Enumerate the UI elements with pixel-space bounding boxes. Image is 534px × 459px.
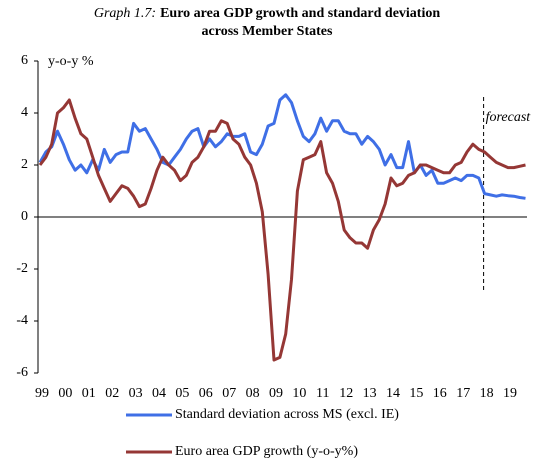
y-tick-label: 0 <box>21 209 28 224</box>
x-tick-label: 99 <box>35 386 49 401</box>
y-tick-label: 6 <box>21 53 28 68</box>
x-tick-label: 17 <box>456 386 470 401</box>
y-tick-label: -4 <box>16 313 28 328</box>
x-tick-label: 13 <box>363 386 377 401</box>
x-tick-label: 01 <box>82 386 96 401</box>
x-tick-label: 02 <box>105 386 119 401</box>
x-tick-label: 08 <box>246 386 260 401</box>
y-tick-label: 4 <box>21 105 28 120</box>
x-tick-label: 14 <box>386 386 400 401</box>
series-line <box>38 93 526 200</box>
x-tick-label: 00 <box>58 386 72 401</box>
y-tick-label: 2 <box>21 157 28 172</box>
x-tick-label: 06 <box>199 386 213 401</box>
x-tick-label: 07 <box>222 386 236 401</box>
title-line: Euro area GDP growth and standard deviat… <box>160 6 440 21</box>
x-tick-label: 18 <box>480 386 494 401</box>
x-tick-label: 11 <box>316 386 329 401</box>
title-label: Graph 1.7: <box>94 6 156 21</box>
x-tick-label: 15 <box>409 386 423 401</box>
x-tick-label: 05 <box>175 386 189 401</box>
chart-title: Graph 1.7: Euro area GDP growth and stand… <box>94 6 440 21</box>
y-tick-label: -6 <box>16 365 28 380</box>
legend-label: Standard deviation across MS (excl. IE) <box>175 407 399 422</box>
x-tick-label: 09 <box>269 386 283 401</box>
y-tick-label: -2 <box>16 261 28 276</box>
legend-label: Euro area GDP growth (y-o-y%) <box>175 444 358 459</box>
x-tick-label: 12 <box>339 386 353 401</box>
title-line: across Member States <box>202 24 333 39</box>
series-line <box>38 98 526 362</box>
x-tick-label: 03 <box>129 386 143 401</box>
annotation: forecast <box>486 110 532 125</box>
x-tick-label: 10 <box>292 386 306 401</box>
x-tick-label: 19 <box>503 386 517 401</box>
x-tick-label: 16 <box>433 386 447 401</box>
y-axis-label: y-o-y % <box>48 54 94 69</box>
x-tick-label: 04 <box>152 386 166 401</box>
